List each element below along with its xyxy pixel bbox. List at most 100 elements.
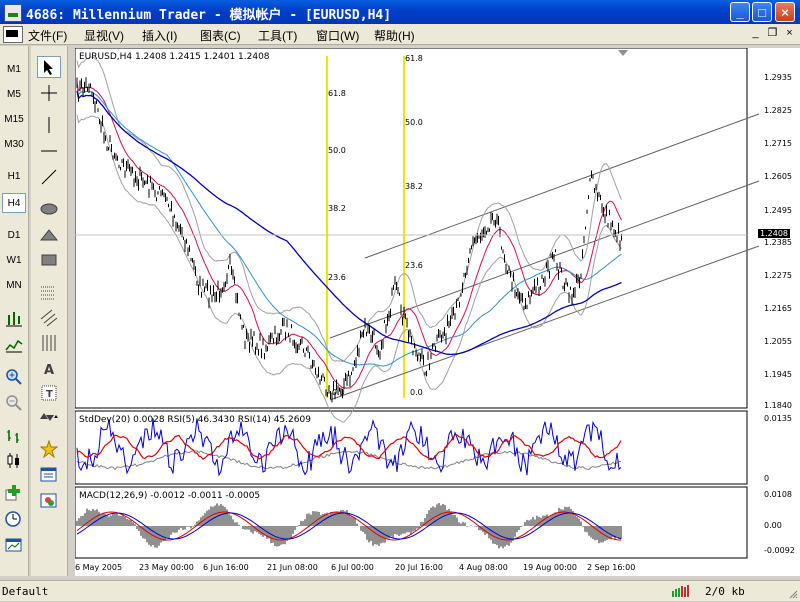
price-label: 1.2825 <box>764 106 792 115</box>
text-icon[interactable]: A <box>37 358 61 380</box>
chart-window[interactable]: EURUSD,H4 1.2408 1.2415 1.2401 1.2408 St… <box>75 48 800 576</box>
macd-main-line <box>76 511 621 541</box>
indicator-1-lines <box>76 418 622 477</box>
svg-text:A: A <box>44 363 54 377</box>
fibo1-label-00: 0.0 <box>332 388 345 397</box>
period-h4[interactable]: H4 <box>2 193 26 213</box>
rectangle-icon[interactable] <box>37 249 61 271</box>
navigator-icon[interactable] <box>37 464 61 486</box>
ma-fast <box>76 82 622 389</box>
period-mn[interactable]: MN <box>6 280 22 291</box>
macd-histogram <box>76 503 622 549</box>
date-label: 6 Jul 00:00 <box>331 563 374 572</box>
app-icon[interactable] <box>4 4 22 22</box>
arrows-icon[interactable] <box>37 406 61 428</box>
menu-insert[interactable]: 插入(I) <box>142 29 178 43</box>
fibo2-label-00: 0.0 <box>410 388 423 397</box>
fibo2-label-382: 38.2 <box>405 182 423 191</box>
status-bar: Default 2/0 kb <box>0 580 800 601</box>
menu-charts[interactable]: 图表(C) <box>200 29 241 43</box>
indicator-2-info: MACD(12,26,9) -0.0012 -0.0011 -0.0005 <box>79 491 261 501</box>
chart-window-icon[interactable] <box>3 26 23 43</box>
channel-icon[interactable] <box>37 307 61 329</box>
macd-signal-line <box>76 512 622 540</box>
buy-icon[interactable] <box>2 308 26 330</box>
mdi-minimize-button[interactable]: _ <box>752 27 759 39</box>
date-label: 21 Jun 08:00 <box>267 563 318 572</box>
templates-icon[interactable] <box>2 534 26 556</box>
star-icon[interactable] <box>37 438 61 460</box>
minimize-button[interactable]: _ <box>730 2 750 22</box>
ind2-scale-mid: 0.00 <box>764 521 782 530</box>
ind2-scale-bottom: -0.0092 <box>764 546 795 555</box>
price-label: 1.2055 <box>764 337 792 346</box>
terminal-icon[interactable] <box>37 490 61 512</box>
title-bar[interactable]: 4686: Millennium Trader - 模拟帐户 - [EURUSD… <box>0 0 800 24</box>
period-toolbar: M1 M5 M15 M30 H1 H4 D1 W1 MN <box>0 46 29 576</box>
period-m15[interactable]: M15 <box>4 114 24 125</box>
add-indicator-icon[interactable] <box>2 482 26 504</box>
fibo1-label-500: 50.0 <box>328 146 346 155</box>
fibo2-label-618: 61.8 <box>405 54 423 63</box>
period-d1[interactable]: D1 <box>7 230 21 241</box>
ind2-scale-top: 0.0108 <box>764 490 792 499</box>
indicator-1-info: StdDev(20) 0.0028 RSI(5) 46.3430 RSI(14)… <box>79 415 311 425</box>
date-label: 2 Sep 16:00 <box>587 563 636 572</box>
menu-window[interactable]: 窗口(W) <box>316 29 360 43</box>
mdi-restore-button[interactable]: ❐ <box>767 27 778 39</box>
rsi5-line <box>76 418 622 477</box>
price-label: 1.2935 <box>764 73 792 82</box>
price-label: 1.2715 <box>764 139 792 148</box>
line-chart-icon[interactable] <box>2 334 26 356</box>
maximize-button[interactable]: □ <box>752 2 772 22</box>
fibo1-label-618: 61.8 <box>328 89 346 98</box>
close-button[interactable]: × <box>775 2 795 22</box>
main-pane-frame <box>75 48 748 409</box>
periods-icon[interactable] <box>2 508 26 530</box>
status-profile: Default <box>2 585 49 598</box>
gann-grid-icon[interactable] <box>37 332 61 354</box>
triangle-icon[interactable] <box>37 224 61 246</box>
text-label-icon[interactable]: T <box>37 382 61 404</box>
current-price-tag: 1.2408 <box>758 229 790 238</box>
channel-upper <box>364 113 760 259</box>
candle-chart-icon[interactable] <box>2 450 26 472</box>
main-pane-info: EURUSD,H4 1.2408 1.2415 1.2401 1.2408 <box>79 52 270 62</box>
menu-help[interactable]: 帮助(H) <box>374 29 415 43</box>
trendline-icon[interactable] <box>37 166 61 188</box>
zoom-in-icon[interactable] <box>2 366 26 388</box>
price-label: 1.1945 <box>764 370 792 379</box>
crosshair-icon[interactable] <box>37 82 61 104</box>
bar-chart-icon[interactable] <box>2 425 26 447</box>
menu-tools[interactable]: 工具(T) <box>258 29 298 43</box>
upper-band <box>76 56 622 363</box>
price-bars <box>76 77 622 403</box>
moving-averages <box>76 82 622 389</box>
period-m1[interactable]: M1 <box>7 64 21 75</box>
ellipse-icon[interactable] <box>37 198 61 220</box>
mdi-close-button[interactable]: × <box>786 27 793 39</box>
period-w1[interactable]: W1 <box>6 255 22 266</box>
price-label: 1.2165 <box>764 304 792 313</box>
price-label: 1.2605 <box>764 172 792 181</box>
svg-text:T: T <box>46 389 53 400</box>
ma-slow <box>76 90 622 356</box>
resize-grip-icon[interactable] <box>788 589 798 599</box>
zoom-out-icon[interactable] <box>2 392 26 414</box>
cursor-icon[interactable] <box>37 56 61 78</box>
horizontal-line-icon[interactable] <box>37 140 61 162</box>
date-label: 6 Jun 16:00 <box>203 563 249 572</box>
window-title: 4686: Millennium Trader - 模拟帐户 - [EURUSD… <box>26 8 392 23</box>
fibo-fan-icon[interactable] <box>37 281 61 303</box>
vertical-line-icon[interactable] <box>37 114 61 136</box>
chart-canvas[interactable] <box>75 48 800 576</box>
period-m30[interactable]: M30 <box>4 139 24 150</box>
ind1-scale-bottom: 0 <box>764 474 770 483</box>
drawing-toolbar: A T <box>31 46 68 576</box>
channel-lower <box>329 245 760 401</box>
period-m5[interactable]: M5 <box>7 89 21 100</box>
menu-file[interactable]: 文件(F) <box>28 29 68 43</box>
period-h1[interactable]: H1 <box>7 171 21 182</box>
fibo1-label-382: 38.2 <box>328 204 346 213</box>
menu-view[interactable]: 显视(V) <box>84 29 124 43</box>
